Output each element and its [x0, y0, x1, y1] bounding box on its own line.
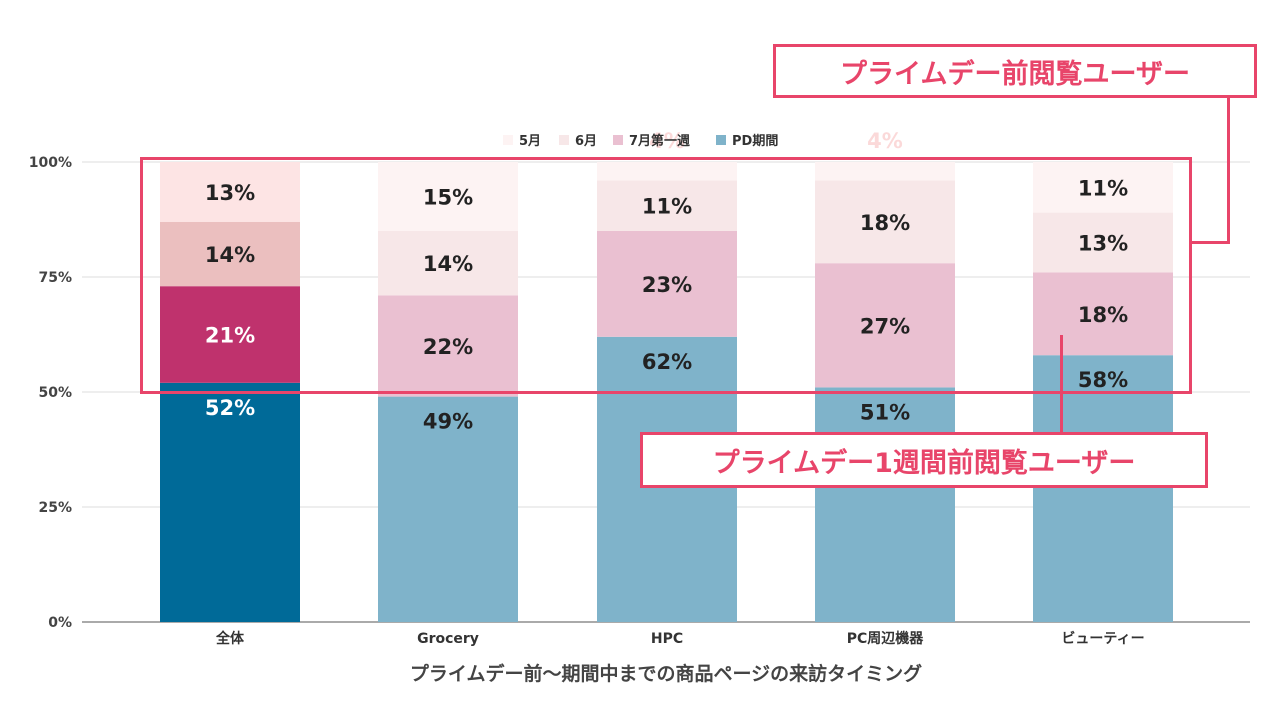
y-tick-label: 0%: [48, 615, 72, 631]
bar-segment-pd: [378, 396, 518, 622]
x-axis-title: プライムデー前〜期間中までの商品ページの来訪タイミング: [410, 662, 922, 685]
legend: 5月 6月 7月第一週 PD期間: [503, 133, 778, 149]
x-tick-label: 全体: [215, 630, 245, 647]
legend-swatch: [559, 135, 569, 145]
data-label: 18%: [1078, 303, 1128, 327]
legend-swatch: [613, 135, 623, 145]
data-label: 4%: [867, 129, 903, 153]
bar-segment-june: [160, 221, 300, 287]
bar-segment-june: [378, 231, 518, 296]
bar-segment-june: [815, 180, 955, 264]
legend-swatch: [716, 135, 726, 145]
bar-segment-july: [378, 295, 518, 397]
bar-segment-may: [1033, 162, 1173, 213]
bar-segment-july: [1033, 272, 1173, 356]
connector-line: [1227, 96, 1230, 244]
y-tick-label: 75%: [38, 270, 72, 286]
highlight-region-box: [140, 157, 1192, 394]
y-tick-label: 50%: [38, 385, 72, 401]
legend-swatch: [503, 135, 513, 145]
x-tick-label: Grocery: [417, 631, 479, 647]
axes: 0% 25% 50% 75% 100% 全体 Grocery HPC PC周辺機器 ビューティープ…: [29, 155, 1145, 685]
y-tick-label: 25%: [38, 500, 72, 516]
bar-segment-may: [160, 162, 300, 222]
connector-line: [1060, 335, 1063, 434]
data-label: 4%: [649, 129, 685, 153]
bar-segment-july: [597, 231, 737, 337]
y-tick-label: 100%: [29, 155, 72, 171]
bar-segment-may: [597, 162, 737, 181]
bar-segment-may: [815, 162, 955, 181]
data-label: 22%: [423, 335, 473, 359]
data-label: 13%: [205, 181, 255, 205]
data-label: 14%: [423, 252, 473, 276]
bar-segment-may: [378, 162, 518, 231]
x-tick-label: PC周辺機器: [847, 630, 925, 647]
bar-segment-pd: [1033, 355, 1173, 622]
data-label: 11%: [1078, 176, 1128, 200]
data-label: 21%: [205, 324, 255, 348]
bar-segment-june: [1033, 212, 1173, 273]
data-label: 52%: [205, 396, 255, 420]
annotation-pre-primeday-users: プライムデー前閲覧ユーザー: [773, 44, 1257, 98]
legend-label: 7月第一週: [629, 133, 690, 149]
data-label: 14%: [205, 243, 255, 267]
data-label: 62%: [642, 350, 692, 374]
data-label: 18%: [860, 211, 910, 235]
x-tick-label: ビューティー: [1061, 631, 1144, 647]
connector-line: [1190, 241, 1230, 244]
x-tick-label: HPC: [651, 631, 683, 647]
data-labels: 52% 21% 14% 13% 49% 22% 14% 15% 62% 23% 11% 4% 51% 27…: [205, 129, 1128, 434]
bar-segment-july: [815, 263, 955, 388]
bar-segment-pd: [160, 382, 300, 622]
legend-label: 5月: [519, 134, 541, 149]
data-label: 49%: [423, 410, 473, 434]
annotation-week-before-users: プライムデー1週間前閲覧ユーザー: [640, 432, 1208, 488]
data-label: 13%: [1078, 232, 1128, 256]
legend-label: PD期間: [732, 134, 778, 149]
bar-segment-pd: [815, 387, 955, 622]
bar-segment-july: [160, 286, 300, 383]
data-label: 27%: [860, 314, 910, 338]
data-label: 51%: [860, 400, 910, 424]
data-label: 15%: [423, 186, 473, 210]
legend-label: 6月: [575, 134, 597, 149]
data-label: 23%: [642, 273, 692, 297]
data-label: 11%: [642, 195, 692, 219]
bar-segment-june: [597, 180, 737, 231]
data-label: 58%: [1078, 368, 1128, 392]
